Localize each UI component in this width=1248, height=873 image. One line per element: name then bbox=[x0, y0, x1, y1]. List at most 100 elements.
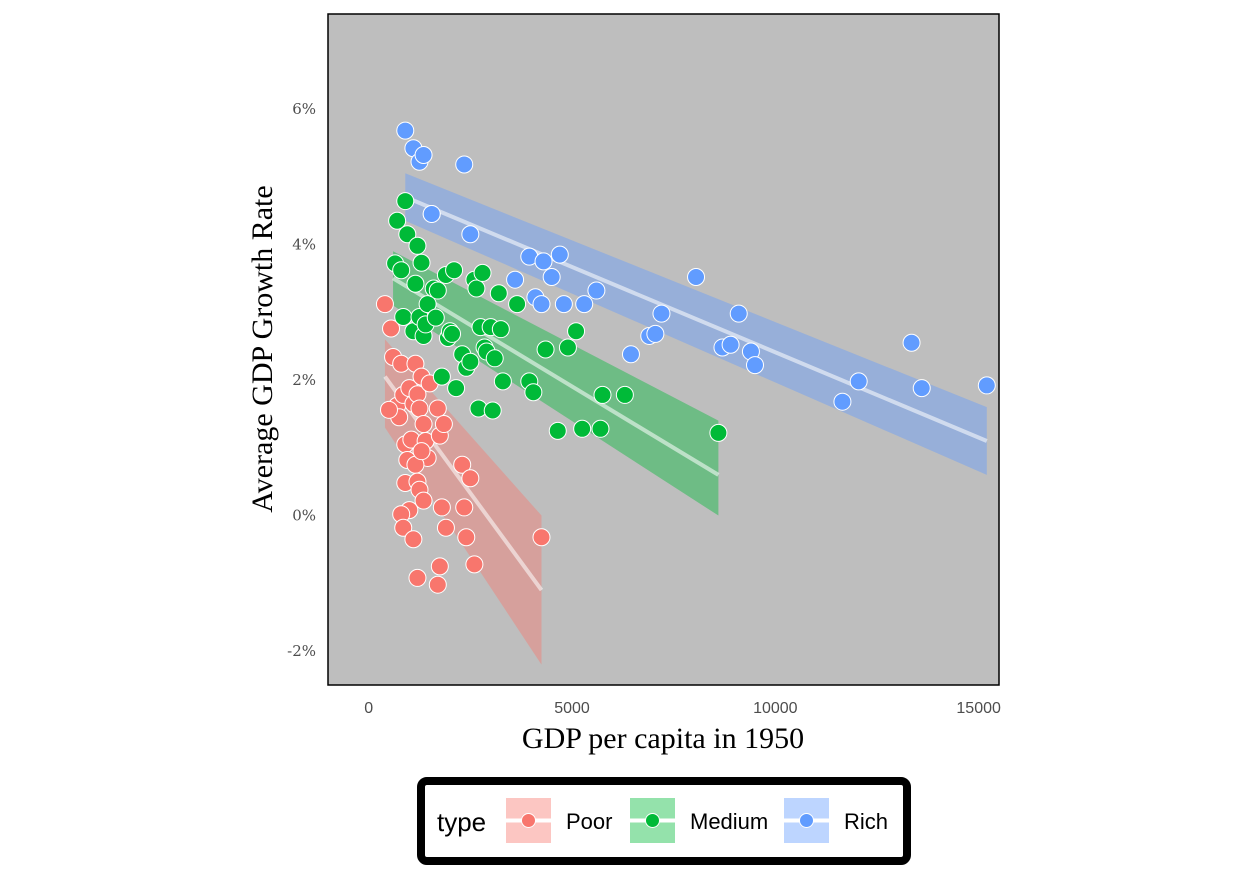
point-medium bbox=[398, 225, 417, 244]
point-medium bbox=[483, 401, 502, 420]
fit-line-rich bbox=[404, 195, 988, 443]
point-medium bbox=[396, 192, 415, 211]
point-poor bbox=[436, 518, 455, 537]
legend: type Poor Medium Rich bbox=[417, 777, 911, 865]
point-medium bbox=[591, 419, 610, 438]
point-medium bbox=[432, 367, 451, 386]
point-poor bbox=[453, 455, 472, 474]
point-rich bbox=[575, 295, 594, 314]
x-tick-label: 15000 bbox=[956, 700, 1001, 717]
legend-label-medium: Medium bbox=[690, 809, 768, 834]
point-poor bbox=[428, 399, 447, 418]
point-rich bbox=[506, 270, 525, 289]
point-poor bbox=[380, 400, 398, 419]
point-rich bbox=[587, 281, 606, 300]
point-medium bbox=[558, 338, 577, 357]
point-rich bbox=[646, 324, 665, 343]
point-rich bbox=[746, 356, 764, 375]
point-rich bbox=[550, 245, 569, 264]
point-poor bbox=[414, 491, 433, 510]
point-medium bbox=[443, 324, 462, 343]
point-rich bbox=[849, 372, 868, 391]
data-points bbox=[375, 121, 996, 594]
legend-entries: Poor Medium Rich bbox=[506, 798, 888, 843]
point-medium bbox=[418, 295, 437, 314]
point-medium bbox=[524, 383, 543, 402]
legend-key-point-rich bbox=[799, 813, 814, 828]
point-medium bbox=[615, 385, 634, 404]
x-axis-title: GDP per capita in 1950 bbox=[522, 722, 804, 755]
point-medium bbox=[709, 423, 728, 442]
point-rich bbox=[414, 145, 433, 164]
point-poor bbox=[465, 555, 484, 574]
point-medium bbox=[408, 236, 427, 255]
y-tick-label: -2% bbox=[287, 642, 316, 660]
point-medium bbox=[406, 274, 425, 293]
point-rich bbox=[729, 304, 748, 323]
point-poor bbox=[434, 415, 453, 434]
point-rich bbox=[687, 267, 706, 286]
point-medium bbox=[412, 253, 431, 272]
x-tick-label: 5000 bbox=[554, 700, 590, 717]
point-medium bbox=[428, 281, 447, 300]
y-tick-label: 6% bbox=[292, 100, 316, 118]
legend-title: type bbox=[437, 807, 486, 837]
legend-key-point-poor bbox=[521, 813, 536, 828]
point-medium bbox=[426, 308, 445, 327]
point-rich bbox=[621, 345, 640, 364]
y-axis-title: Average GDP Growth Rate bbox=[246, 185, 279, 512]
point-medium bbox=[593, 385, 612, 404]
point-medium bbox=[536, 340, 555, 359]
point-rich bbox=[396, 121, 415, 140]
point-poor bbox=[414, 415, 433, 434]
point-rich bbox=[532, 295, 551, 314]
y-tick-label: 0% bbox=[292, 507, 316, 525]
point-rich bbox=[455, 155, 474, 174]
point-medium bbox=[489, 284, 508, 303]
point-rich bbox=[912, 379, 931, 398]
fit-line-medium bbox=[392, 276, 720, 477]
point-medium bbox=[548, 421, 567, 440]
y-axis: -2% 0% 2% 4% 6% bbox=[287, 100, 316, 660]
point-poor bbox=[410, 399, 429, 418]
point-rich bbox=[554, 295, 573, 314]
point-poor bbox=[461, 469, 480, 488]
point-rich bbox=[542, 267, 561, 286]
x-tick-label: 0 bbox=[364, 700, 373, 717]
legend-label-poor: Poor bbox=[566, 809, 612, 834]
legend-label-rich: Rich bbox=[844, 809, 888, 834]
x-axis: 0 5000 10000 15000 bbox=[364, 700, 1001, 717]
point-medium bbox=[485, 349, 504, 368]
point-poor bbox=[428, 575, 447, 594]
point-medium bbox=[388, 211, 407, 230]
point-rich bbox=[652, 304, 671, 323]
point-medium bbox=[461, 352, 480, 371]
point-rich bbox=[833, 392, 852, 411]
y-tick-label: 4% bbox=[292, 235, 316, 253]
point-medium bbox=[394, 307, 413, 326]
legend-key-point-medium bbox=[645, 813, 660, 828]
point-medium bbox=[447, 379, 466, 398]
point-poor bbox=[432, 498, 451, 517]
point-poor bbox=[430, 557, 449, 576]
point-medium bbox=[491, 320, 510, 339]
point-poor bbox=[394, 518, 413, 537]
point-poor bbox=[382, 319, 401, 338]
point-rich bbox=[902, 333, 921, 352]
point-medium bbox=[567, 322, 586, 341]
confidence-band-medium bbox=[393, 251, 719, 516]
point-rich bbox=[534, 252, 553, 271]
plot-panel bbox=[327, 13, 1000, 686]
point-medium bbox=[508, 295, 527, 314]
point-poor bbox=[455, 498, 474, 517]
point-poor bbox=[408, 568, 427, 587]
point-medium bbox=[392, 261, 411, 280]
point-poor bbox=[375, 295, 394, 314]
point-rich bbox=[422, 204, 441, 223]
point-medium bbox=[467, 279, 486, 298]
point-medium bbox=[473, 263, 492, 282]
point-medium bbox=[573, 419, 592, 438]
point-medium bbox=[445, 261, 464, 280]
point-medium bbox=[493, 372, 512, 391]
